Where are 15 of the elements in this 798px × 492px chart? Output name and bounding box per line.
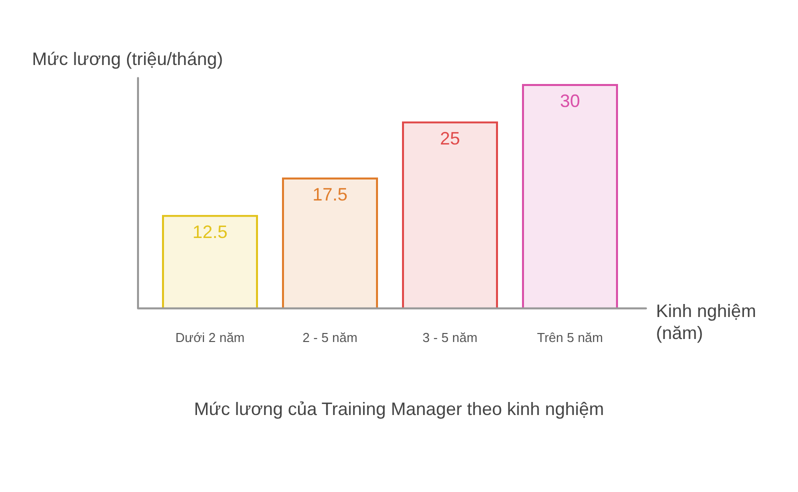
bar	[162, 214, 258, 308]
data-label: 30	[560, 90, 580, 111]
x-tick-label: 3 - 5 năm	[422, 330, 478, 345]
bar	[282, 178, 378, 308]
bar	[402, 121, 498, 308]
x-tick-label: Trên 5 năm	[537, 330, 603, 345]
y-axis-title: Mức lương (triệu/tháng)	[32, 48, 223, 70]
data-label: 25	[440, 128, 460, 148]
text: Mức lương của Training Manager theo kinh nghiệm	[192, 398, 606, 420]
x-tick-label: 2 - 5 năm	[302, 330, 358, 345]
bar	[522, 84, 618, 308]
x-tick-label: Dưới 2 năm	[175, 330, 245, 345]
data-label: 17.5	[312, 184, 348, 204]
data-label: 12.5	[192, 222, 228, 242]
x-axis-title: Kinh nghiệm (năm)	[656, 300, 758, 344]
